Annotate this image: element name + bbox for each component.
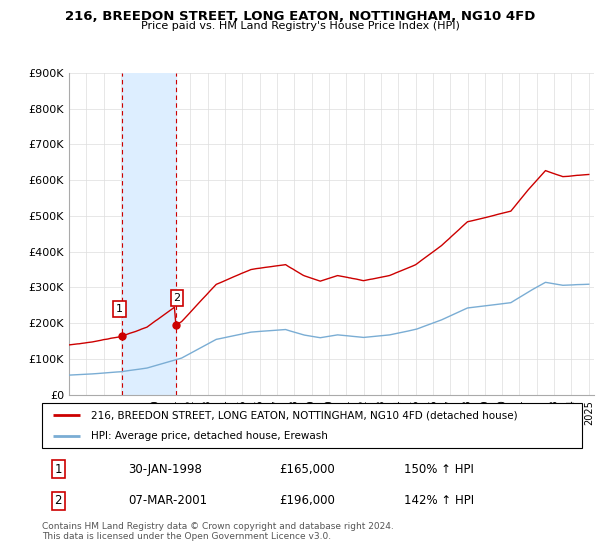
Text: Contains HM Land Registry data © Crown copyright and database right 2024.
This d: Contains HM Land Registry data © Crown c… [42, 522, 394, 542]
Text: 1: 1 [116, 304, 123, 314]
Text: 30-JAN-1998: 30-JAN-1998 [128, 463, 202, 475]
Text: 216, BREEDON STREET, LONG EATON, NOTTINGHAM, NG10 4FD (detached house): 216, BREEDON STREET, LONG EATON, NOTTING… [91, 410, 517, 421]
Text: 142% ↑ HPI: 142% ↑ HPI [404, 494, 474, 507]
Bar [122, 73, 176, 395]
Text: HPI: Average price, detached house, Erewash: HPI: Average price, detached house, Erew… [91, 431, 328, 441]
Text: 150% ↑ HPI: 150% ↑ HPI [404, 463, 473, 475]
Text: 2: 2 [55, 494, 62, 507]
Text: £196,000: £196,000 [280, 494, 335, 507]
Text: £165,000: £165,000 [280, 463, 335, 475]
Text: Price paid vs. HM Land Registry's House Price Index (HPI): Price paid vs. HM Land Registry's House … [140, 21, 460, 31]
FancyBboxPatch shape [42, 403, 582, 448]
Text: 07-MAR-2001: 07-MAR-2001 [128, 494, 208, 507]
Text: 2: 2 [173, 293, 181, 303]
Text: 216, BREEDON STREET, LONG EATON, NOTTINGHAM, NG10 4FD: 216, BREEDON STREET, LONG EATON, NOTTING… [65, 10, 535, 23]
Text: 1: 1 [55, 463, 62, 475]
